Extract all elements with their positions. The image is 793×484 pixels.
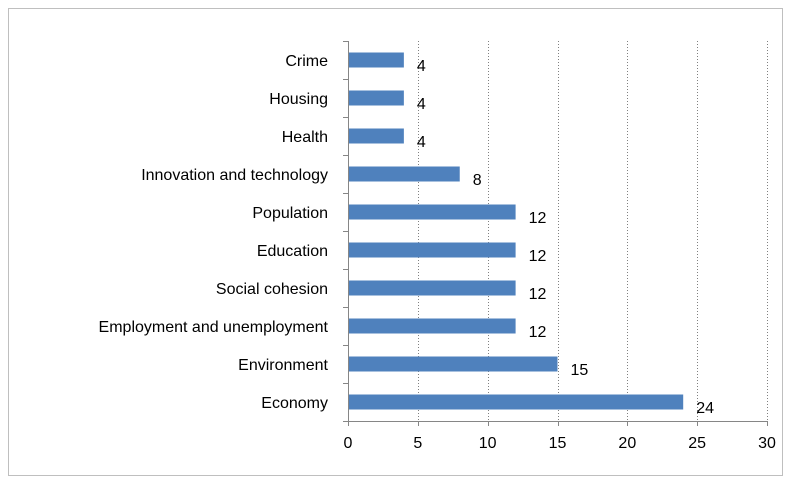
category-label: Housing — [269, 91, 328, 108]
bar — [349, 90, 404, 106]
data-label: 12 — [529, 210, 547, 227]
category-label: Crime — [285, 53, 328, 70]
bar — [349, 166, 460, 182]
bar — [349, 356, 558, 372]
bar — [349, 394, 684, 410]
category-label: Innovation and technology — [141, 167, 328, 184]
x-tick-label: 15 — [549, 435, 567, 452]
data-label: 15 — [571, 362, 589, 379]
category-label: Population — [252, 205, 328, 222]
x-tick-label: 30 — [758, 435, 776, 452]
gridlines — [418, 41, 768, 421]
bar — [349, 318, 516, 334]
category-label: Economy — [261, 395, 328, 412]
bars — [349, 52, 684, 410]
category-label: Health — [282, 129, 328, 146]
bar — [349, 204, 516, 220]
bar — [349, 280, 516, 296]
category-label: Social cohesion — [216, 281, 328, 298]
category-label: Environment — [238, 357, 328, 374]
data-label: 4 — [417, 58, 426, 75]
data-label: 24 — [696, 400, 714, 417]
data-label: 4 — [417, 96, 426, 113]
x-tick-label: 25 — [688, 435, 706, 452]
category-label: Education — [257, 243, 328, 260]
labels: 0 5 10 15 20 25 30 Crime 4 Housing 4 Health 4 Innovat… — [99, 53, 776, 452]
category-label: Employment and unemployment — [99, 319, 329, 336]
data-label: 4 — [417, 134, 426, 151]
x-tick-label: 0 — [344, 435, 353, 452]
x-tick-label: 20 — [618, 435, 636, 452]
bar — [349, 52, 404, 68]
x-tick-label: 10 — [479, 435, 497, 452]
x-tick-label: 5 — [413, 435, 422, 452]
data-label: 8 — [473, 172, 482, 189]
bar — [349, 128, 404, 144]
bar — [349, 242, 516, 258]
data-label: 12 — [529, 324, 547, 341]
axes — [343, 41, 768, 426]
data-label: 12 — [529, 248, 547, 265]
data-label: 12 — [529, 286, 547, 303]
